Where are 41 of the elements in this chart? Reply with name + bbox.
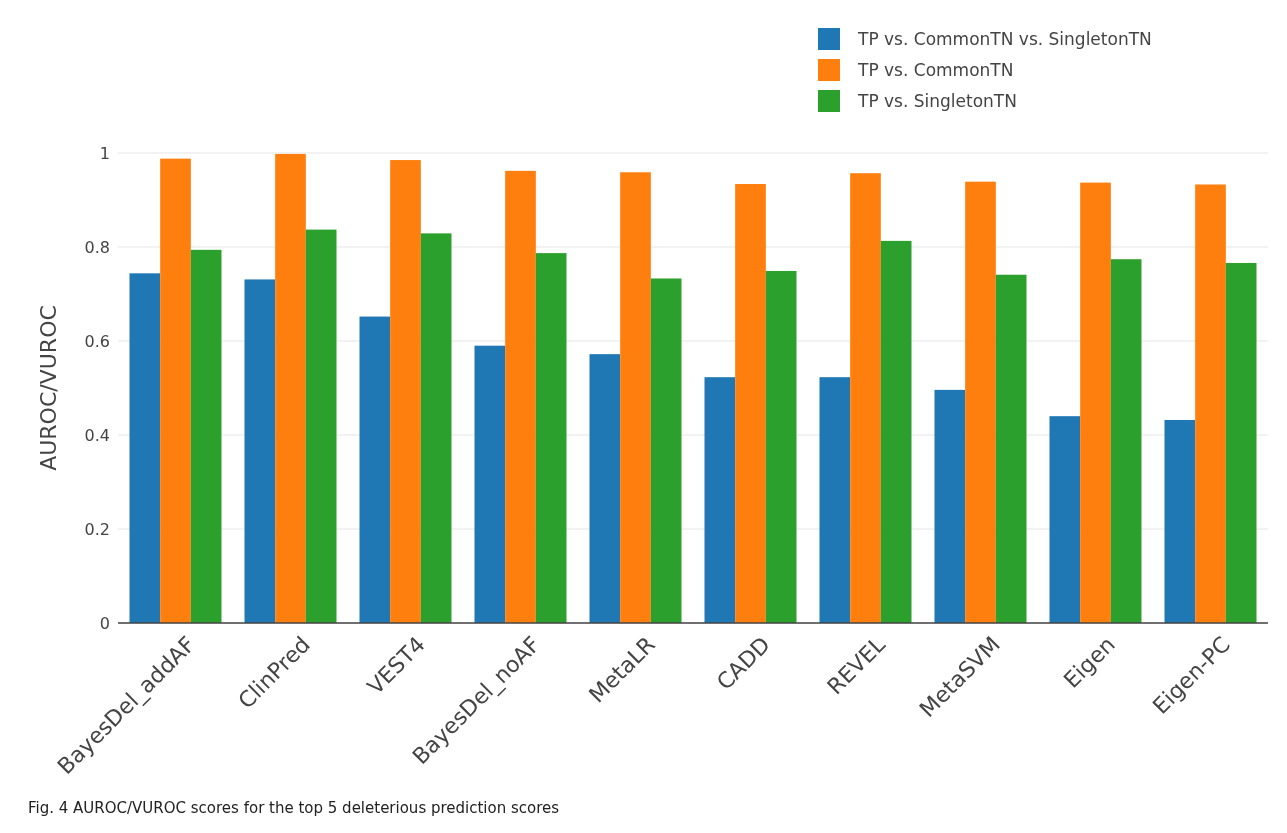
legend-label: TP vs. CommonTN vs. SingletonTN xyxy=(857,28,1152,49)
bar xyxy=(880,240,912,623)
bar xyxy=(850,173,881,623)
bar xyxy=(160,158,191,623)
y-tick-label: 0.6 xyxy=(84,331,110,351)
bar xyxy=(359,316,391,623)
bar xyxy=(1080,182,1111,623)
y-axis-title: AUROC/VUROC xyxy=(36,305,61,471)
bar xyxy=(589,354,621,623)
bar xyxy=(765,270,797,623)
bar xyxy=(1049,416,1081,623)
bar xyxy=(965,181,996,623)
bar xyxy=(474,345,506,623)
bar xyxy=(934,389,966,623)
legend-label: TP vs. CommonTN xyxy=(857,59,1014,80)
bar xyxy=(535,253,567,623)
y-tick-label: 0.2 xyxy=(84,519,110,539)
caption: Fig. 4 AUROC/VUROC scores for the top 5 deleterious prediction scores xyxy=(28,799,560,817)
y-tick-label: 0.4 xyxy=(84,425,110,445)
bar xyxy=(620,172,651,623)
bar xyxy=(275,153,306,623)
legend-label: TP vs. SingletonTN xyxy=(857,90,1017,111)
bar xyxy=(244,279,276,623)
bar xyxy=(390,160,421,623)
bar xyxy=(305,229,337,623)
bar xyxy=(505,170,536,623)
bar xyxy=(129,273,161,623)
bar xyxy=(819,377,851,623)
y-tick-label: 1 xyxy=(99,143,110,163)
bar xyxy=(704,377,736,623)
bar xyxy=(735,184,766,623)
bar xyxy=(190,249,222,623)
y-tick-label: 0.8 xyxy=(84,237,110,257)
bar xyxy=(1110,259,1142,623)
bar xyxy=(995,274,1027,623)
bar xyxy=(1195,184,1226,623)
bar xyxy=(1164,419,1196,623)
bar xyxy=(650,278,682,623)
bar xyxy=(1225,262,1257,623)
y-tick-label: 0 xyxy=(99,613,110,633)
bar xyxy=(420,233,452,623)
